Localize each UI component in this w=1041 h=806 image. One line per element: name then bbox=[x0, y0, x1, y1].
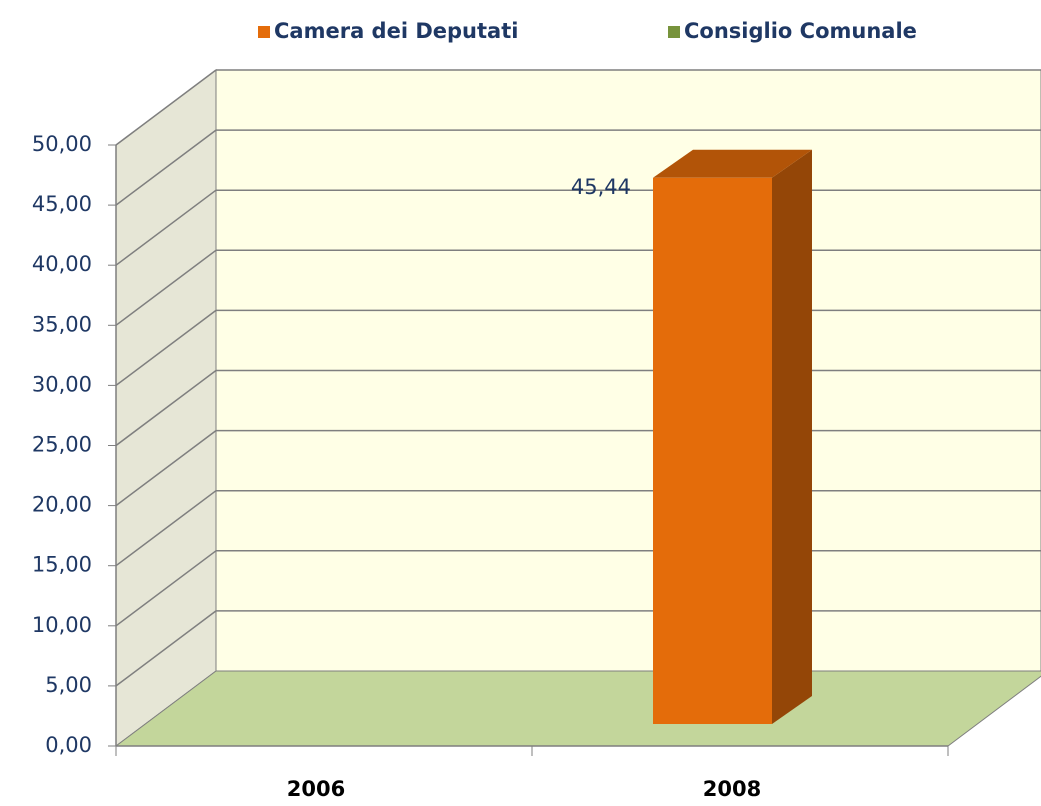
y-tick-label: 35,00 bbox=[32, 312, 92, 336]
data-label: 45,44 bbox=[571, 175, 631, 199]
grid-line bbox=[115, 550, 217, 627]
x-tick-label: 2006 bbox=[287, 777, 345, 801]
grid-line bbox=[115, 309, 217, 386]
bar bbox=[653, 177, 772, 724]
grid-line bbox=[115, 129, 217, 206]
y-tick-label: 0,00 bbox=[45, 733, 92, 757]
y-tick-label: 5,00 bbox=[45, 673, 92, 697]
grid-line bbox=[115, 610, 217, 687]
y-tick-label: 10,00 bbox=[32, 613, 92, 637]
bar-side bbox=[772, 149, 812, 724]
floor bbox=[114, 670, 1041, 747]
y-tick-label: 40,00 bbox=[32, 252, 92, 276]
grid-line bbox=[115, 69, 217, 146]
y-tick-label: 50,00 bbox=[32, 132, 92, 156]
grid-line bbox=[115, 249, 217, 326]
y-tick-label: 15,00 bbox=[32, 553, 92, 577]
bar-top bbox=[653, 149, 812, 178]
x-tick-label: 2008 bbox=[703, 777, 761, 801]
legend-swatch bbox=[258, 26, 270, 38]
y-tick-label: 45,00 bbox=[32, 192, 92, 216]
legend-label: Consiglio Comunale bbox=[684, 19, 917, 43]
legend-swatch bbox=[668, 26, 680, 38]
grid-line bbox=[115, 430, 217, 507]
y-tick-label: 30,00 bbox=[32, 372, 92, 396]
y-tick-label: 25,00 bbox=[32, 433, 92, 457]
grid-line bbox=[115, 189, 217, 266]
legend-label: Camera dei Deputati bbox=[274, 19, 518, 43]
grid-line bbox=[115, 490, 217, 567]
grid-line bbox=[115, 369, 217, 447]
y-tick-label: 20,00 bbox=[32, 493, 92, 517]
